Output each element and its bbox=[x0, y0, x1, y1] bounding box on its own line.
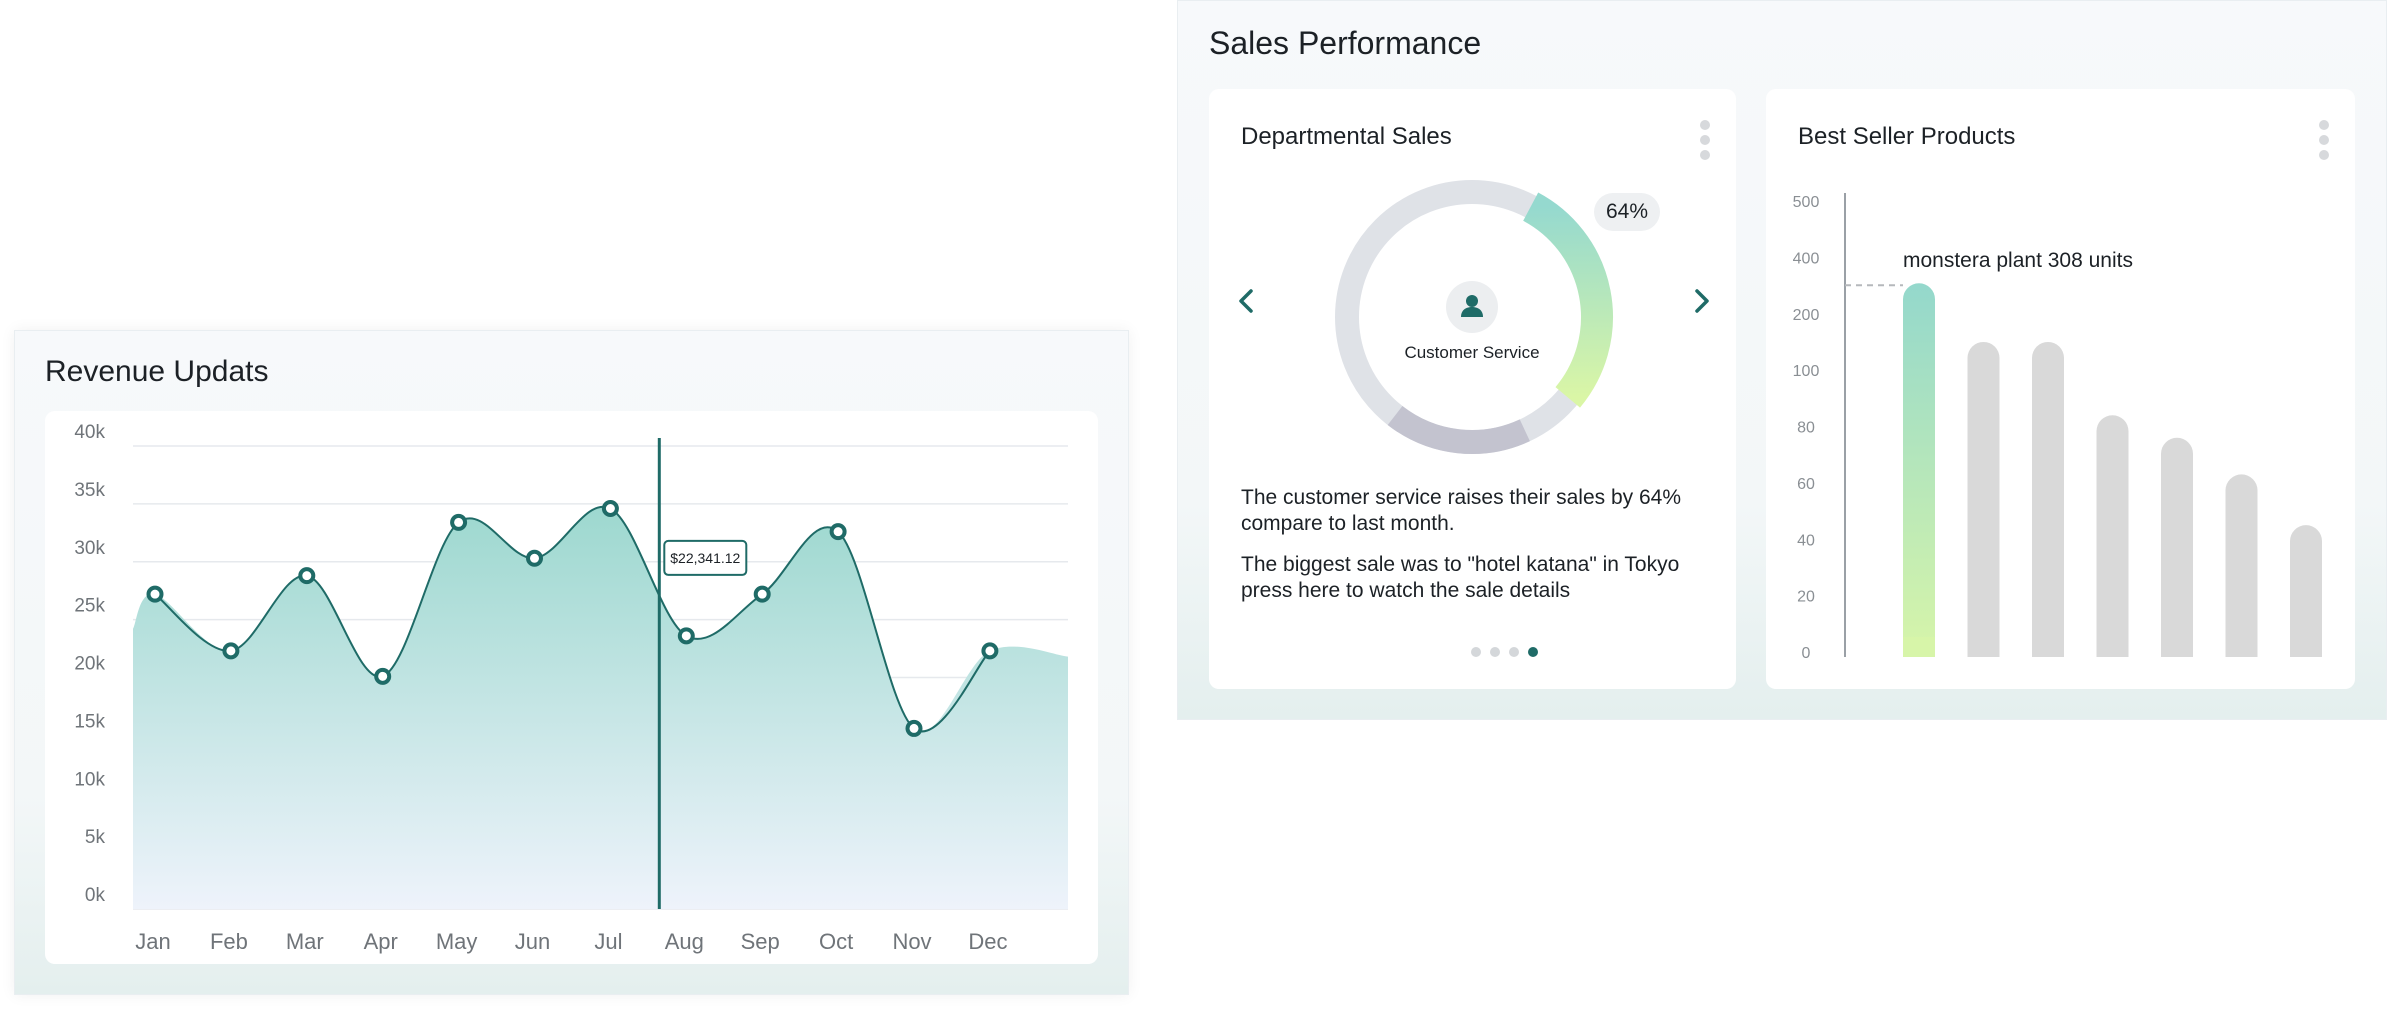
y-tick-label: 35k bbox=[74, 480, 105, 501]
best-seller-title: Best Seller Products bbox=[1798, 123, 2016, 150]
y-tick-label: 10k bbox=[74, 769, 105, 790]
revenue-panel: Revenue Updats 0k 5k 10k 15k 20k 25k 30k 35k 40k… bbox=[14, 330, 1129, 995]
pagination-dot[interactable] bbox=[1528, 647, 1538, 657]
data-point[interactable] bbox=[526, 549, 543, 567]
donut-center-label: Customer Service bbox=[1404, 343, 1540, 362]
revenue-tooltip: $22,341.12 bbox=[663, 539, 748, 576]
best-seller-card: Best Seller Products 0 20 40 60 80 100 200 400 5… bbox=[1766, 89, 2355, 689]
bar-base bbox=[2161, 637, 2193, 657]
departmental-sales-card: Departmental Sales 64% C bbox=[1209, 89, 1736, 689]
y-tick-label: 0 bbox=[1802, 645, 1811, 662]
x-tick-label: Dec bbox=[968, 929, 1007, 954]
data-point[interactable] bbox=[677, 627, 695, 645]
pagination-dot[interactable] bbox=[1490, 647, 1500, 657]
departmental-summary-text: The customer service raises their sales … bbox=[1241, 486, 1682, 535]
donut-segment-other[interactable] bbox=[1387, 405, 1530, 454]
y-tick-label: 60 bbox=[1797, 476, 1815, 493]
revenue-area bbox=[133, 506, 1068, 909]
y-tick-label: 400 bbox=[1793, 250, 1820, 267]
bar[interactable] bbox=[2096, 415, 2129, 657]
pagination-dot[interactable] bbox=[1509, 647, 1519, 657]
x-tick-label: Sep bbox=[741, 929, 780, 954]
x-tick-label: Jul bbox=[594, 929, 622, 954]
data-point[interactable] bbox=[601, 500, 619, 518]
y-tick-label: 0k bbox=[85, 885, 106, 906]
data-point[interactable] bbox=[222, 642, 240, 660]
data-point[interactable] bbox=[450, 513, 468, 531]
data-point[interactable] bbox=[905, 719, 923, 737]
revenue-chart-card: 0k 5k 10k 15k 20k 25k 30k 35k 40k Jan Feb Mar Apr Ma… bbox=[45, 411, 1098, 964]
more-vertical-icon[interactable] bbox=[2318, 120, 2330, 160]
bar[interactable] bbox=[2290, 525, 2322, 657]
data-point[interactable] bbox=[829, 523, 847, 541]
user-icon bbox=[1446, 281, 1498, 333]
bar-base bbox=[2225, 637, 2258, 657]
x-tick-label: Oct bbox=[819, 929, 853, 954]
bar-base bbox=[2290, 637, 2322, 657]
revenue-tooltip-text: $22,341.12 bbox=[670, 550, 740, 566]
y-tick-label: 500 bbox=[1793, 194, 1820, 211]
bar-base bbox=[1967, 637, 2000, 657]
data-point[interactable] bbox=[374, 667, 392, 685]
departmental-detail-link[interactable]: The biggest sale was to "hotel katana" i… bbox=[1241, 553, 1680, 602]
y-tick-label: 40 bbox=[1797, 532, 1815, 549]
best-seller-bar-chart[interactable]: 0 20 40 60 80 100 200 400 500 bbox=[1766, 89, 2355, 689]
more-vertical-icon[interactable] bbox=[1699, 120, 1711, 160]
revenue-title: Revenue Updats bbox=[45, 355, 269, 388]
sales-title: Sales Performance bbox=[1209, 25, 1482, 61]
y-tick-label: 40k bbox=[74, 422, 105, 443]
percent-badge: 64% bbox=[1594, 193, 1661, 231]
y-tick-label: 25k bbox=[74, 596, 105, 617]
y-tick-label: 20k bbox=[74, 654, 105, 675]
y-tick-label: 80 bbox=[1797, 420, 1815, 437]
x-tick-label: Aug bbox=[665, 929, 704, 954]
data-point[interactable] bbox=[981, 642, 999, 660]
y-tick-label: 15k bbox=[74, 711, 105, 732]
bar[interactable] bbox=[2225, 474, 2258, 657]
departmental-donut-chart[interactable] bbox=[1322, 169, 1622, 469]
bar-base bbox=[2032, 637, 2064, 657]
x-tick-label: Feb bbox=[210, 929, 248, 954]
bar-highlighted[interactable] bbox=[1903, 283, 1935, 657]
y-tick-label: 30k bbox=[74, 538, 105, 559]
y-tick-label: 20 bbox=[1797, 589, 1815, 606]
bar[interactable] bbox=[2161, 437, 2193, 657]
x-tick-label: Apr bbox=[364, 929, 398, 954]
x-tick-label: Jan bbox=[135, 929, 170, 954]
y-tick-label: 5k bbox=[85, 827, 106, 848]
revenue-chart[interactable]: 0k 5k 10k 15k 20k 25k 30k 35k 40k Jan Feb Mar Apr Ma… bbox=[45, 411, 1098, 964]
x-tick-label: Jun bbox=[515, 929, 550, 954]
y-tick-label: 100 bbox=[1793, 363, 1820, 380]
bar[interactable] bbox=[1967, 341, 2000, 657]
best-seller-annotation: monstera plant 308 units bbox=[1903, 249, 2133, 272]
carousel-pagination bbox=[1471, 647, 1538, 657]
chevron-right-icon[interactable] bbox=[1683, 283, 1719, 319]
data-point[interactable] bbox=[298, 567, 316, 585]
pagination-dot[interactable] bbox=[1471, 647, 1481, 657]
chevron-left-icon[interactable] bbox=[1229, 283, 1265, 319]
sales-panel: Sales Performance Departmental Sales 64% bbox=[1177, 0, 2387, 720]
data-point[interactable] bbox=[753, 585, 771, 603]
departmental-sales-title: Departmental Sales bbox=[1241, 123, 1452, 150]
bar[interactable] bbox=[2032, 341, 2064, 657]
data-point[interactable] bbox=[146, 585, 164, 603]
x-tick-label: May bbox=[436, 929, 478, 954]
donut-segment-customer-service[interactable] bbox=[1522, 192, 1613, 408]
x-tick-label: Nov bbox=[892, 929, 931, 954]
x-tick-label: Mar bbox=[286, 929, 324, 954]
bar-base bbox=[1903, 637, 1935, 657]
bar-base bbox=[2096, 637, 2129, 657]
y-tick-label: 200 bbox=[1793, 307, 1820, 324]
